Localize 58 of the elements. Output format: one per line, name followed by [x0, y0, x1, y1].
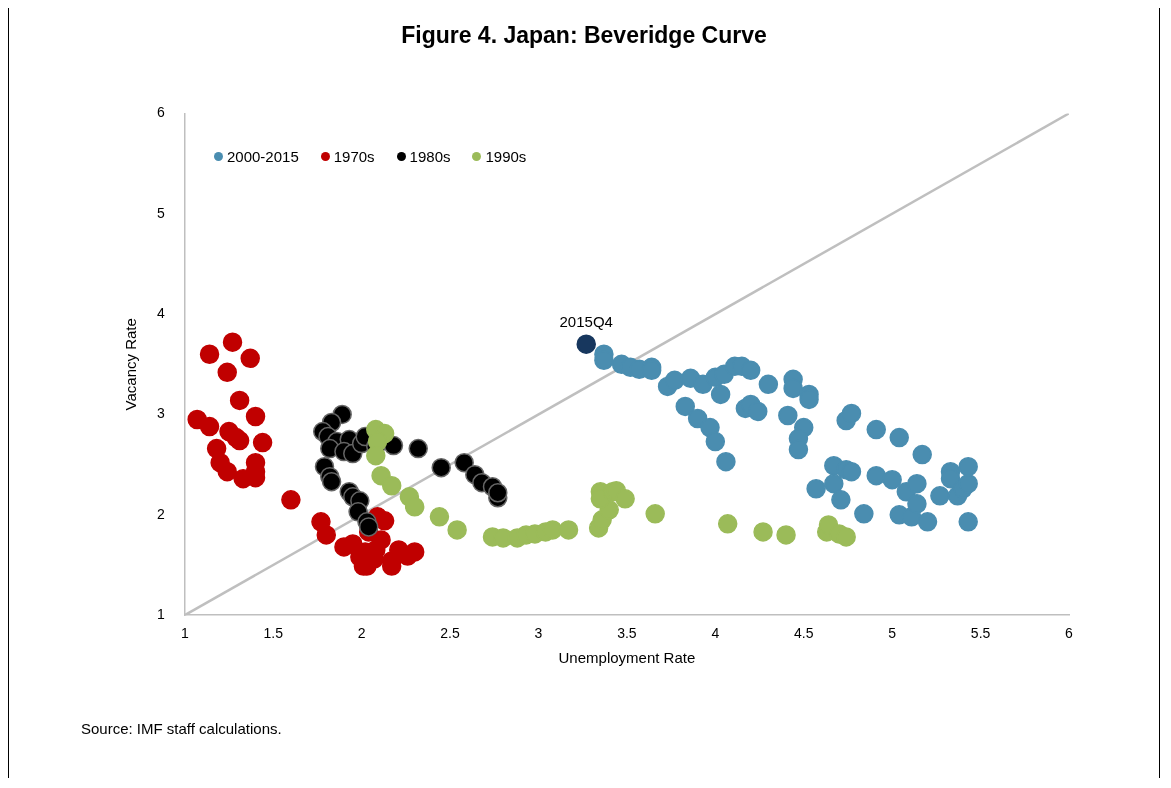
point [321, 471, 342, 492]
point [447, 520, 467, 540]
point [717, 514, 738, 534]
point [431, 457, 451, 478]
x-tick-label: 6 [1065, 625, 1074, 642]
point [316, 525, 337, 545]
point [404, 497, 425, 517]
y-tick-label: 5 [156, 204, 165, 221]
x-tick-label: 2.5 [440, 625, 460, 642]
point [199, 344, 220, 365]
y-tick-label: 3 [156, 405, 165, 422]
point [366, 445, 386, 466]
source-note: Source: IMF staff calculations. [81, 720, 282, 737]
x-tick-label: 4.5 [794, 625, 814, 642]
y-tick-label: 6 [156, 104, 165, 121]
point [217, 362, 237, 383]
legend-label: 2000-2015 [227, 148, 299, 165]
x-tick-label: 2 [357, 625, 366, 642]
point [371, 530, 391, 550]
point [252, 432, 273, 453]
point [776, 525, 796, 545]
x-tick-label: 3 [534, 625, 543, 642]
point [281, 490, 301, 510]
x-tick-label: 3.5 [617, 625, 637, 642]
y-axis-title: Vacancy Rate [122, 318, 140, 411]
x-tick-label: 4 [711, 625, 720, 642]
point [429, 507, 450, 527]
point [245, 406, 266, 427]
y-tick-label: 1 [156, 606, 165, 623]
legend-label: 1990s [485, 148, 527, 165]
point [558, 520, 579, 540]
x-tick-label: 1.5 [263, 625, 284, 642]
x-tick-label: 5.5 [970, 625, 991, 642]
point [240, 348, 260, 369]
point [645, 504, 665, 524]
point [836, 527, 856, 547]
chart-title: Figure 4. Japan: Beveridge Curve [400, 21, 768, 49]
point [199, 416, 220, 437]
legend-label: 1980s [409, 148, 451, 165]
x-tick-label: 1 [180, 625, 189, 642]
point [358, 517, 379, 537]
y-tick-label: 4 [156, 304, 165, 321]
point [217, 461, 237, 482]
point [381, 475, 402, 496]
annotation: 2015Q4 [559, 312, 613, 330]
point [576, 334, 596, 354]
legend-label: 1970s [333, 148, 375, 165]
x-tick-label: 5 [888, 625, 897, 642]
y-tick-label: 2 [156, 505, 165, 522]
point [488, 483, 508, 503]
x-axis-title: Unemployment Rate [558, 649, 696, 667]
point [615, 489, 635, 509]
point [408, 438, 428, 459]
point [222, 332, 243, 352]
point [454, 452, 474, 473]
point [753, 522, 773, 542]
point [229, 390, 250, 411]
point [404, 542, 425, 562]
